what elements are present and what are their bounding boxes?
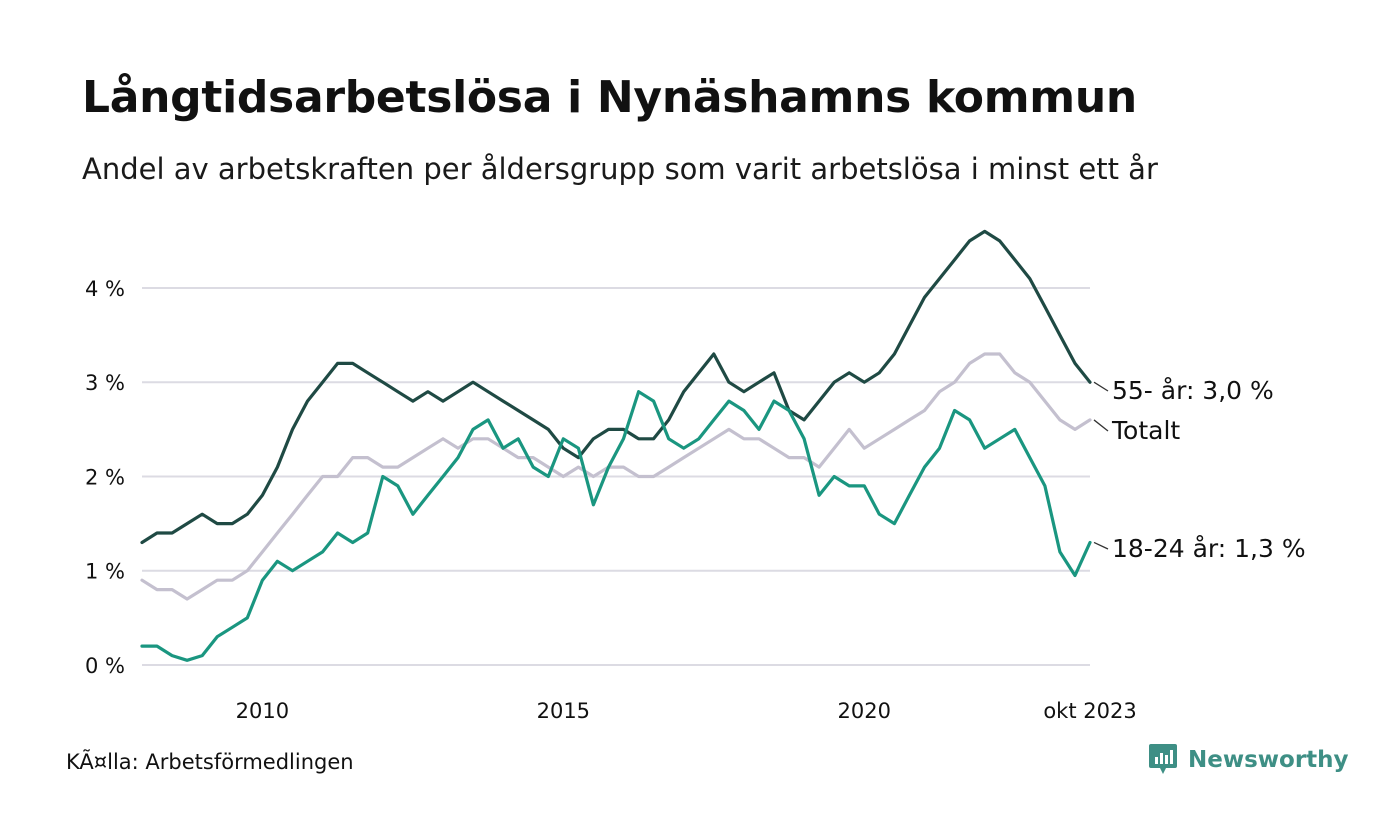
y-tick-label: 1 % — [85, 560, 125, 584]
brand-name: Newsworthy — [1188, 747, 1349, 773]
series-lines — [140, 229, 1092, 662]
y-tick-label: 2 % — [85, 465, 125, 489]
y-axis-ticks: 0 % 1 % 2 % 3 % 4 % — [85, 277, 125, 678]
gridlines — [142, 286, 1090, 666]
end-label-55: 55- år: 3,0 % — [1112, 376, 1274, 405]
x-tick-label: 2020 — [838, 699, 891, 723]
end-label-total: Totalt — [1111, 416, 1180, 445]
chart-title: Långtidsarbetslösa i Nynäshamns kommun — [82, 72, 1137, 123]
series-line-total — [140, 352, 1092, 601]
x-tick-label: okt 2023 — [1043, 699, 1136, 723]
series-line-18-24 — [140, 390, 1092, 662]
series-line-55 — [140, 229, 1092, 545]
end-label-leader-total — [1093, 419, 1109, 432]
end-label-leader-55 — [1093, 381, 1109, 392]
x-tick-label: 2015 — [537, 699, 590, 723]
x-tick-label: 2010 — [236, 699, 289, 723]
chart-subtitle: Andel av arbetskraften per åldersgrupp s… — [82, 152, 1158, 186]
newsworthy-logo-icon — [1149, 744, 1177, 774]
source-credit: KÃ¤lla: Arbetsförmedlingen — [66, 750, 354, 774]
brand-logo: Newsworthy — [1148, 742, 1349, 778]
y-tick-label: 0 % — [85, 654, 125, 678]
y-tick-label: 3 % — [85, 371, 125, 395]
x-axis-ticks: 2010 2015 2020 okt 2023 — [236, 699, 1137, 723]
y-tick-label: 4 % — [85, 277, 125, 301]
series-end-labels: Totalt 55- år: 3,0 % 18-24 år: 1,3 % — [1093, 376, 1306, 563]
end-label-leader-18-24 — [1093, 541, 1109, 550]
end-label-18-24: 18-24 år: 1,3 % — [1112, 534, 1306, 563]
